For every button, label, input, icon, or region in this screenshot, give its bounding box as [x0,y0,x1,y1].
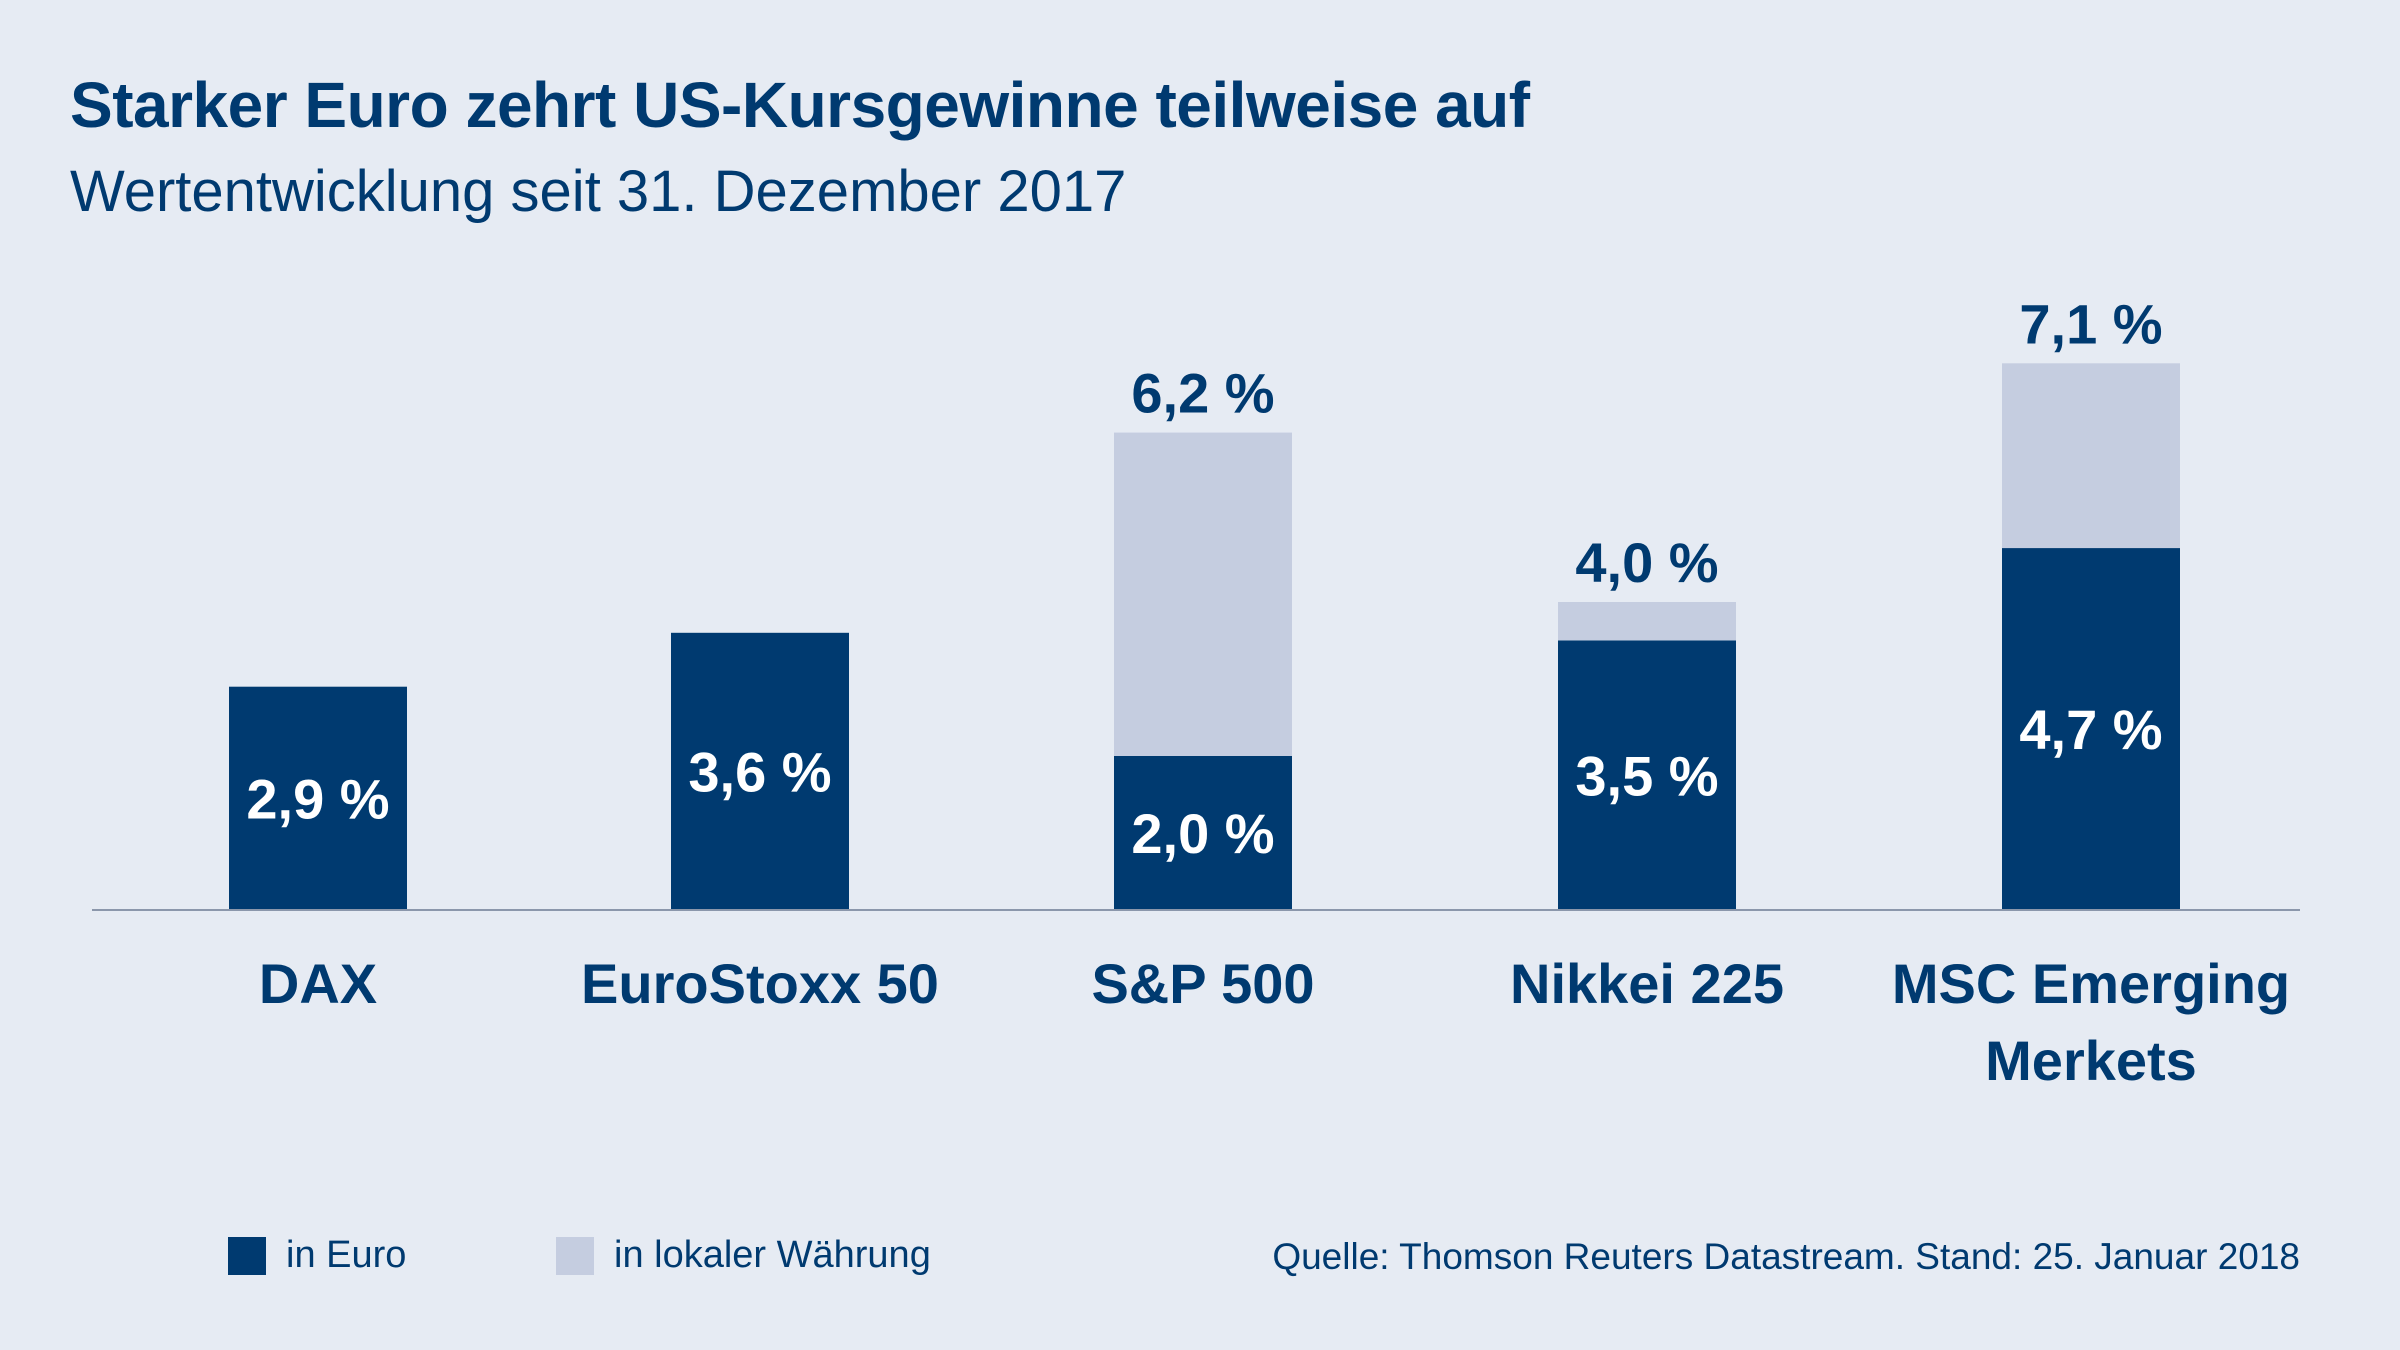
legend-label-local: in lokaler Währung [614,1234,931,1276]
bar-euro [229,686,407,910]
category-label: DAX [259,952,377,1015]
data-label-euro: 4,7 % [2019,698,2162,761]
bar-euro [1558,640,1736,910]
category-label: Merkets [1985,1029,2197,1092]
legend-item-local: in lokaler Währung [556,1234,931,1277]
data-label-local-currency: 6,2 % [1131,362,1274,425]
data-label-euro: 3,6 % [688,740,831,803]
legend-label-euro: in Euro [286,1234,407,1276]
labels-layer: 2,9 % DAX 3,6 % EuroStoxx 50 6,2 % 2,0 % S&P 5… [246,292,2290,1092]
legend-swatch-local [556,1236,594,1275]
category-label: S&P 500 [1091,952,1314,1015]
legend-item-euro: in Euro [228,1234,406,1277]
chart-title: Starker Euro zehrt US-Kursgewinne teilwe… [70,69,1530,141]
legend-swatch-euro [228,1236,266,1275]
category-label: EuroStoxx 50 [581,952,939,1015]
data-label-euro: 2,9 % [246,767,389,830]
category-label: MSC Emerging [1892,952,2290,1015]
bar-local-currency [1558,602,1736,641]
bar-euro [2002,548,2180,910]
category-label: Nikkei 225 [1510,952,1784,1015]
bar-euro [671,632,849,910]
data-label-local-currency: 7,1 % [2019,292,2162,355]
bars-layer [229,363,2180,910]
data-label-euro: 2,0 % [1131,802,1274,865]
data-label-local-currency: 4,0 % [1575,531,1718,594]
bar-local-currency [2002,363,2180,549]
data-label-euro: 3,5 % [1575,744,1718,807]
bar-local-currency [1114,432,1292,756]
bar-euro [1114,756,1292,910]
source-note: Quelle: Thomson Reuters Datastream. Stan… [1272,1236,2300,1277]
chart-subtitle: Wertentwicklung seit 31. Dezember 2017 [70,159,1127,224]
